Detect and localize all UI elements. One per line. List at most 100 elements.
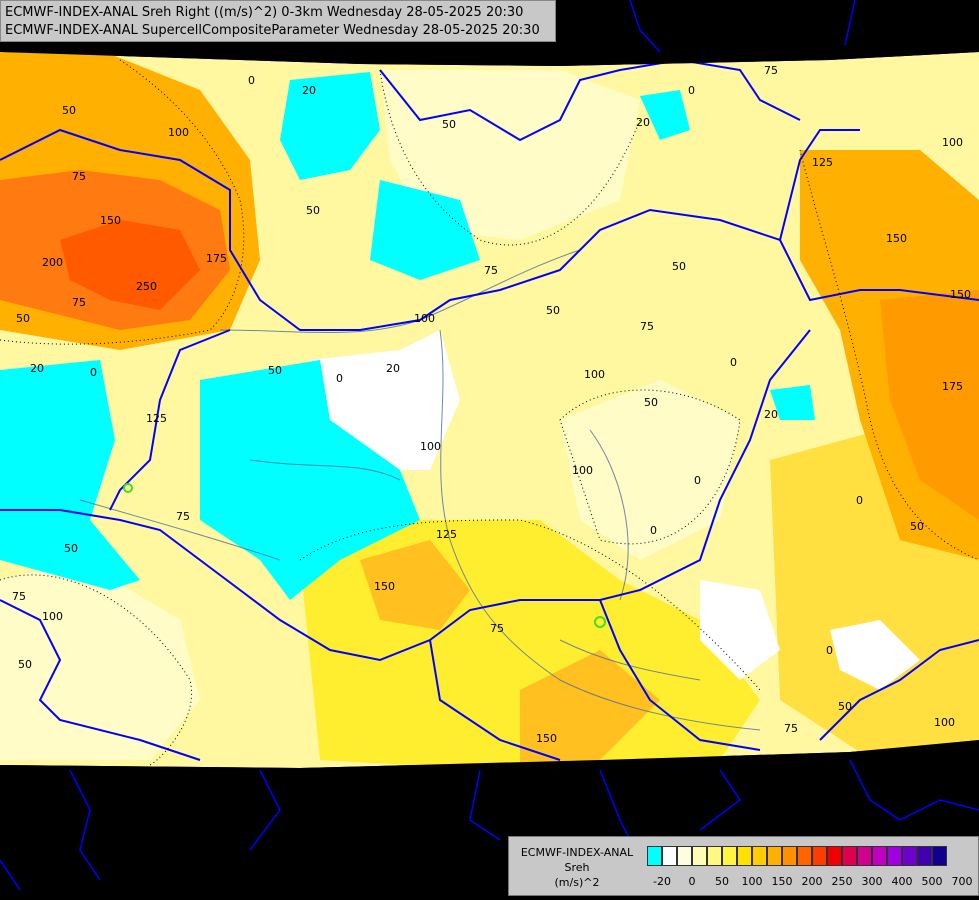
field-white-se <box>700 580 780 680</box>
border-nw <box>379 58 801 142</box>
masked-border-5 <box>699 769 742 831</box>
contour-label: 100 <box>942 136 963 149</box>
contour-label: 100 <box>168 126 189 139</box>
river-4 <box>559 639 701 681</box>
masked-border-9 <box>844 0 856 46</box>
contour-label: 125 <box>146 412 167 425</box>
legend-tick-label: 200 <box>801 875 823 888</box>
contour-1 <box>0 59 245 345</box>
contour-label: 75 <box>484 264 498 277</box>
contour-label: 75 <box>784 722 798 735</box>
contour-label: 100 <box>584 368 605 381</box>
contour-label: 0 <box>856 494 863 507</box>
field-pale-center <box>560 380 740 560</box>
contour-lines <box>0 59 979 766</box>
contour-label: 50 <box>306 204 320 217</box>
contour-label: 50 <box>546 304 560 317</box>
contour-label: 150 <box>536 732 557 745</box>
legend-swatch <box>677 846 692 866</box>
contour-label: 150 <box>886 232 907 245</box>
contour-label: 100 <box>572 464 593 477</box>
contour-label: 50 <box>18 658 32 671</box>
legend-label: ECMWF-INDEX-ANAL Sreh (m/s)^2 <box>513 845 641 890</box>
contour-label: 0 <box>730 356 737 369</box>
legend-tick-label: 500 <box>921 875 943 888</box>
contour-label: 0 <box>694 474 701 487</box>
field-white-se2 <box>830 620 920 690</box>
contour-label: 50 <box>672 260 686 273</box>
legend-tick-label: 150 <box>771 875 793 888</box>
legend-swatch <box>842 846 857 866</box>
legend-swatch <box>932 846 947 866</box>
masked-border-7 <box>0 859 21 891</box>
legend-swatch <box>827 846 842 866</box>
legend-swatch <box>902 846 917 866</box>
legend-swatch <box>722 846 737 866</box>
map-title-box: ECMWF-INDEX-ANAL Sreh Right ((m/s)^2) 0-… <box>0 0 556 42</box>
legend-ticks: -20 0 50 100 150 200 250 300 400 500 700 <box>647 875 977 889</box>
field-cyan-east <box>770 385 815 420</box>
legend-tick-label: -20 <box>653 875 671 888</box>
contour-label: 125 <box>436 528 457 541</box>
contour-5 <box>0 574 193 766</box>
field-orange-south <box>360 540 470 630</box>
legend-swatch <box>872 846 887 866</box>
border-west <box>109 329 231 511</box>
river-3 <box>589 429 629 601</box>
map-field <box>0 52 979 770</box>
contour-label: 75 <box>764 64 778 77</box>
contour-3 <box>379 69 641 246</box>
contour-label: 0 <box>688 84 695 97</box>
field-cyan-farwest <box>0 360 140 590</box>
field-cyan-ne <box>640 90 690 140</box>
masked-border-8 <box>629 0 661 53</box>
masked-border-2 <box>249 769 281 851</box>
border-south <box>429 599 761 761</box>
contour-label: 20 <box>386 362 400 375</box>
masked-border-3 <box>469 769 501 841</box>
legend-swatch <box>767 846 782 866</box>
contour-label: 75 <box>72 170 86 183</box>
legend-tick-label: 400 <box>891 875 913 888</box>
legend-tick-label: 50 <box>715 875 729 888</box>
contour-label: 75 <box>12 590 26 603</box>
legend-swatch <box>782 846 797 866</box>
legend-swatch <box>662 846 677 866</box>
contour-label: 200 <box>42 256 63 269</box>
field-darkorange-east <box>880 290 979 520</box>
contour-label: 50 <box>910 520 924 533</box>
map-title-line-1: ECMWF-INDEX-ANAL Sreh Right ((m/s)^2) 0-… <box>5 5 524 20</box>
contour-label: 175 <box>206 252 227 265</box>
legend-swatch <box>707 846 722 866</box>
legend-swatch <box>917 846 932 866</box>
contour-label: 20 <box>302 84 316 97</box>
contour-label: 100 <box>414 312 435 325</box>
field-cyan-north <box>280 72 380 180</box>
contour-label: 100 <box>420 440 441 453</box>
legend-tick-label: 300 <box>861 875 883 888</box>
contour-label: 150 <box>950 288 971 301</box>
rivers <box>79 249 761 731</box>
contour-label: 20 <box>30 362 44 375</box>
contour-label: 150 <box>374 580 395 593</box>
scp-markers <box>123 483 606 628</box>
contour-label: 250 <box>136 280 157 293</box>
contour-label: 50 <box>838 700 852 713</box>
contour-label: 75 <box>640 320 654 333</box>
contour-label: 175 <box>942 380 963 393</box>
legend-tick-label: 0 <box>688 875 696 888</box>
contour-label: 0 <box>826 644 833 657</box>
contour-label: 50 <box>62 104 76 117</box>
contour-label: 75 <box>176 510 190 523</box>
legend-swatch <box>737 846 752 866</box>
legend-swatch <box>692 846 707 866</box>
contour-label: 20 <box>764 408 778 421</box>
river-6 <box>249 459 401 481</box>
field-orange-se <box>520 650 660 762</box>
map-title-line-2: ECMWF-INDEX-ANAL SupercellCompositeParam… <box>5 23 540 38</box>
contour-label: 50 <box>16 312 30 325</box>
border-sw <box>0 599 201 761</box>
contour-label: 125 <box>812 156 833 169</box>
river-5 <box>79 499 281 561</box>
